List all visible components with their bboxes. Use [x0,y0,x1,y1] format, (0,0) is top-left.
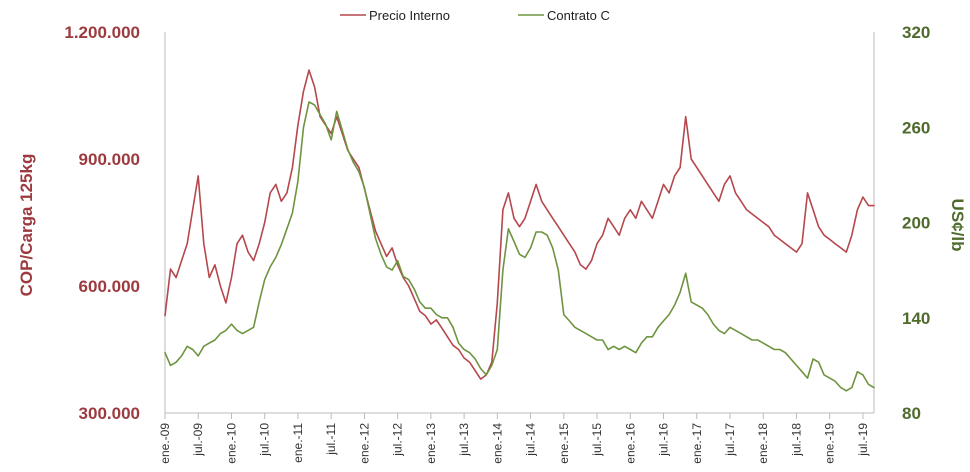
y-right-tick-label: 260 [902,118,930,137]
y-left-tick-label: 900.000 [79,150,140,169]
x-tick-label: jul.-14 [524,423,538,457]
x-tick-label: ene.-13 [424,423,438,464]
x-tick-label: ene.-14 [490,423,504,464]
x-tick-label: ene.-10 [224,423,238,464]
y-left-tick-label: 300.000 [79,404,140,423]
y-right-tick-label: 320 [902,23,930,42]
x-tick-label: jul.-16 [657,423,671,457]
y-left-axis-title: COP/Carga 125kg [17,154,36,297]
y-right-tick-label: 140 [902,309,930,328]
x-tick-label: ene.-16 [623,423,637,464]
legend: Precio Interno Contrato C [340,8,610,23]
x-tick-label: ene.-19 [823,423,837,464]
series-layer [164,69,875,392]
series-line-contrato-c [164,101,875,392]
y-right-tick-label: 200 [902,214,930,233]
x-tick-label: jul.-09 [191,423,205,457]
x-tick-label: jul.-13 [457,423,471,457]
x-tick-label: ene.-15 [557,423,571,464]
x-tick-label: ene.-18 [756,423,770,464]
x-tick-label: ene.-17 [690,423,704,464]
x-tick-label: ene.-11 [291,423,305,463]
legend-label-precio-interno: Precio Interno [369,8,450,23]
x-tick-label: jul.-11 [324,423,338,456]
series-line-precio-interno [164,69,875,380]
y-right-axis-title: US¢/lb [948,199,967,252]
x-tick-label: jul.-17 [723,423,737,457]
x-tick-label: ene.-09 [158,423,172,464]
y-left-tick-label: 600.000 [79,277,140,296]
y-right-tick-label: 80 [902,404,921,423]
x-tick-label: ene.-12 [357,423,371,464]
x-tick-label: jul.-15 [590,423,604,457]
y-right-ticks: 80 140 200 260 320 [902,23,930,423]
x-ticks: ene.-09 jul.-09 ene.-10 jul.-10 ene.-11 jul.-… [158,413,870,464]
y-left-tick-label: 1.200.000 [64,23,140,42]
x-tick-label: jul.-19 [856,423,870,457]
x-tick-label: jul.-10 [258,423,272,457]
x-tick-label: jul.-18 [789,423,803,457]
y-left-ticks: 300.000 600.000 900.000 1.200.000 [64,23,140,423]
x-tick-label: jul.-12 [391,423,405,457]
legend-label-contrato-c: Contrato C [547,8,610,23]
